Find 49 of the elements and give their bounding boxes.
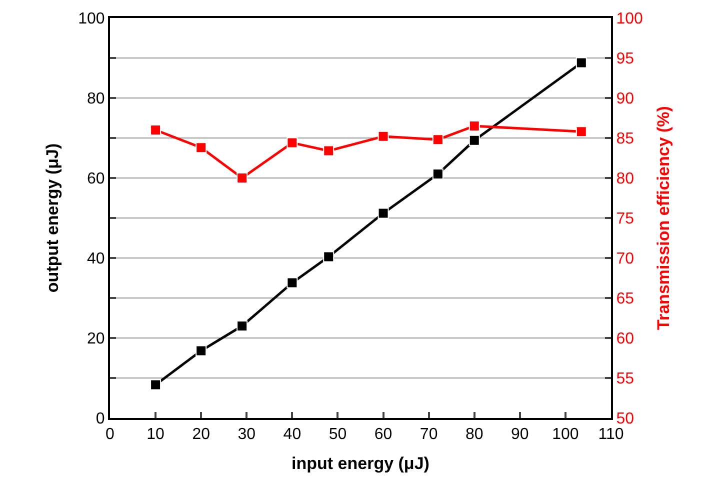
y2-tick-label: 90 — [616, 90, 634, 108]
point — [196, 142, 207, 154]
x-tick-label: 10 — [146, 426, 165, 444]
y2-tick-label: 75 — [616, 210, 634, 228]
x-tick-label: 50 — [328, 426, 347, 444]
point — [286, 277, 298, 288]
y2-tick-label: 55 — [616, 370, 634, 388]
y2-tick-label: 60 — [616, 330, 634, 348]
point — [468, 120, 480, 132]
x-tick-label: 110 — [598, 426, 624, 444]
x-tick-label: 30 — [238, 426, 256, 444]
point — [468, 134, 480, 146]
y-tick-label: 80 — [87, 90, 105, 108]
y-tick-label: 20 — [87, 330, 105, 348]
point — [576, 57, 587, 68]
x-axis-title: input energy (μJ) — [292, 454, 430, 474]
x-tick-label: 40 — [283, 426, 302, 444]
y2-tick-label: 50 — [616, 410, 634, 428]
point — [236, 172, 248, 184]
y2-tick-label: 70 — [616, 250, 634, 268]
y-axis-title: output energy (μJ) — [43, 143, 62, 293]
y-tick-label: 0 — [96, 410, 105, 428]
point — [378, 130, 389, 142]
y2-tick-label: 65 — [616, 290, 634, 308]
x-tick-label: 90 — [511, 426, 529, 444]
x-tick-label: 80 — [465, 426, 484, 444]
y-tick-label: 60 — [87, 170, 105, 188]
point — [150, 379, 162, 390]
y-tick-label: 100 — [78, 10, 105, 28]
point — [576, 126, 587, 138]
point — [378, 208, 389, 219]
point — [150, 124, 162, 136]
point — [196, 345, 207, 356]
x-tick-label: 60 — [374, 426, 392, 444]
point — [236, 320, 248, 332]
point — [286, 137, 298, 148]
point — [323, 145, 334, 156]
y2-axis-title: Transmission efficiency (%) — [654, 106, 673, 330]
y2-tick-label: 100 — [616, 10, 643, 28]
point — [432, 134, 444, 146]
y2-tick-label: 95 — [616, 50, 634, 68]
point — [323, 251, 334, 262]
x-tick-label: 70 — [420, 426, 438, 444]
y2-tick-label: 80 — [616, 170, 634, 188]
x-tick-label: 20 — [192, 426, 210, 444]
y-tick-label: 40 — [87, 250, 105, 268]
point — [432, 168, 444, 180]
y2-tick-label: 85 — [616, 130, 634, 148]
x-tick-label: 100 — [552, 426, 579, 444]
